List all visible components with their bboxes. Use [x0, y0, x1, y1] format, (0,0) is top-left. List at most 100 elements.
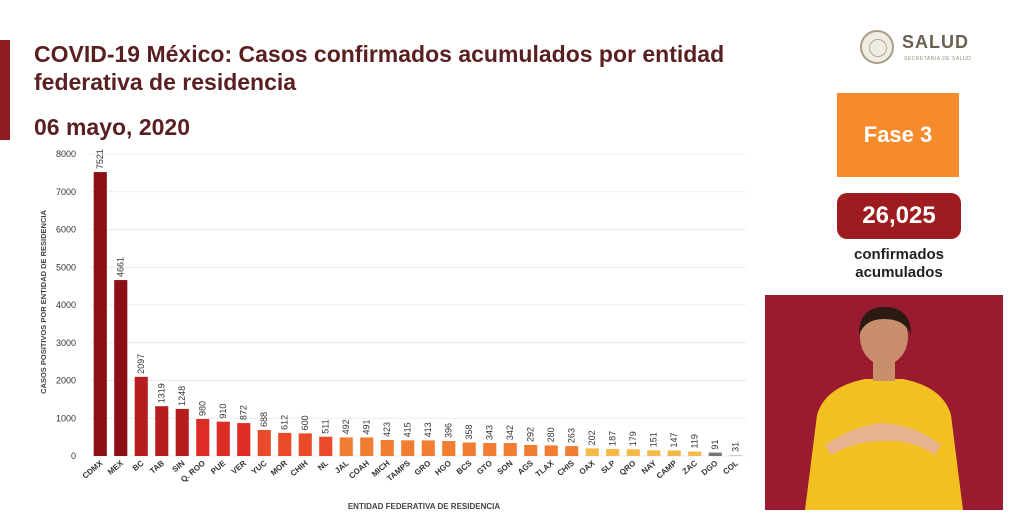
slide-date: 06 mayo, 2020	[34, 114, 191, 140]
salud-logo: SALUD SECRETARÍA DE SALUD	[860, 28, 990, 68]
value-label: 31	[731, 442, 741, 452]
y-axis: 0 1000 2000 3000 4000 5000 6000 7000 8000	[56, 149, 76, 461]
x-tick-label: TLAX	[534, 458, 556, 479]
x-tick-label: TAB	[148, 459, 166, 476]
logo-text: SALUD	[902, 32, 969, 52]
y-tick-label-6: 6000	[56, 225, 76, 235]
bar-col	[729, 454, 743, 456]
x-tick-label: GTO	[475, 459, 494, 477]
x-tick-label: COAH	[347, 458, 371, 480]
y-tick-label-8: 8000	[56, 149, 76, 159]
value-label: 280	[546, 427, 556, 442]
y-tick-label-1: 1000	[56, 413, 76, 423]
bar-coah	[360, 437, 374, 456]
value-label: 202	[587, 430, 597, 445]
interpreter-shirt	[805, 379, 963, 510]
bar-tab	[155, 406, 169, 456]
y-tick-label-7: 7000	[56, 187, 76, 197]
value-label: 151	[649, 432, 659, 447]
value-label: 491	[362, 419, 372, 434]
value-label: 187	[608, 431, 618, 446]
value-label: 688	[259, 412, 269, 427]
bar-jal	[339, 437, 353, 456]
x-tick-label: CHIS	[556, 458, 577, 478]
x-tick-label: AGS	[516, 458, 536, 476]
y-tick-label-2: 2000	[56, 376, 76, 386]
value-label: 292	[526, 427, 536, 442]
value-label: 342	[505, 425, 515, 440]
interpreter-hair	[859, 307, 911, 335]
x-tick-label: ZAC	[681, 459, 700, 477]
value-label: 1248	[177, 386, 187, 406]
value-label: 396	[444, 423, 454, 438]
value-label: 511	[321, 419, 331, 433]
bar-bc	[134, 376, 148, 456]
y-tick-label-3: 3000	[56, 338, 76, 348]
bar-qro	[626, 449, 640, 456]
bar-cdmx	[93, 172, 107, 456]
bar-bcs	[462, 442, 476, 456]
bar-chih	[298, 433, 312, 456]
value-label: 119	[690, 434, 700, 448]
x-tick-label: PUE	[209, 458, 228, 476]
value-label: 91	[710, 440, 720, 450]
interpreter-face	[860, 309, 908, 365]
x-tick-label: MOR	[269, 458, 289, 477]
value-label: 2097	[136, 354, 146, 374]
x-tick-label: BC	[131, 458, 146, 472]
bar-pue	[216, 421, 230, 456]
value-label: 872	[239, 405, 249, 420]
x-tick-label: CHIH	[289, 458, 310, 478]
value-label: 358	[464, 424, 474, 439]
interpreter-hands	[825, 423, 941, 455]
bar-slp	[606, 448, 620, 456]
bar-dgo	[708, 452, 722, 456]
value-label: 612	[280, 415, 290, 430]
bar-ags	[524, 444, 538, 456]
value-label: 413	[423, 422, 433, 437]
value-label: 4661	[116, 257, 126, 277]
bar-gto	[483, 443, 497, 456]
bar-zac	[688, 451, 702, 456]
x-tick-label: COL	[721, 459, 740, 477]
x-tick-label: OAX	[577, 458, 597, 476]
bar-oax	[585, 448, 599, 456]
left-accent-band	[0, 40, 10, 140]
interpreter-figure	[805, 307, 963, 510]
bar-ver	[237, 423, 251, 456]
value-label: 492	[341, 419, 351, 434]
y-tick-label-4: 4000	[56, 300, 76, 310]
x-tick-label: HGO	[433, 459, 453, 478]
value-label: 343	[485, 425, 495, 440]
bar-q-roo	[196, 419, 210, 456]
x-tick-label: MEX	[106, 458, 126, 476]
value-label: 1319	[157, 383, 167, 403]
y-tick-label-0: 0	[71, 451, 76, 461]
value-label: 147	[669, 432, 679, 447]
value-labels: 7521 4661 2097 1319 1248 980 910 872 688 612 600 51…	[95, 149, 741, 452]
bar-chis	[565, 446, 579, 456]
value-label: 423	[382, 422, 392, 437]
bar-son	[503, 443, 517, 456]
x-tick-label: SLP	[599, 458, 617, 475]
bar-mich	[380, 440, 394, 456]
bar-gro	[421, 440, 435, 456]
x-tick-label: QRO	[618, 459, 638, 478]
value-label: 179	[628, 431, 638, 446]
total-cases-label: confirmados acumulados	[853, 246, 944, 281]
value-label: 910	[218, 404, 228, 419]
x-tick-label: YUC	[250, 458, 269, 476]
x-axis-title: ENTIDAD FEDERATIVA DE RESIDENCIA	[348, 502, 501, 511]
y-tick-label-5: 5000	[56, 262, 76, 272]
value-label: 7521	[95, 149, 105, 169]
logo-subtext: SECRETARÍA DE SALUD	[904, 56, 972, 62]
grid-lines	[90, 153, 746, 457]
value-label: 980	[198, 401, 208, 416]
value-label: 600	[300, 415, 310, 430]
bar-nl	[319, 436, 333, 456]
bar-chart: 0 1000 2000 3000 4000 5000 6000 7000 8000 7521 46…	[39, 149, 746, 511]
x-tick-label: CAMP	[655, 458, 679, 480]
x-tick-label: CDMX	[81, 458, 105, 480]
